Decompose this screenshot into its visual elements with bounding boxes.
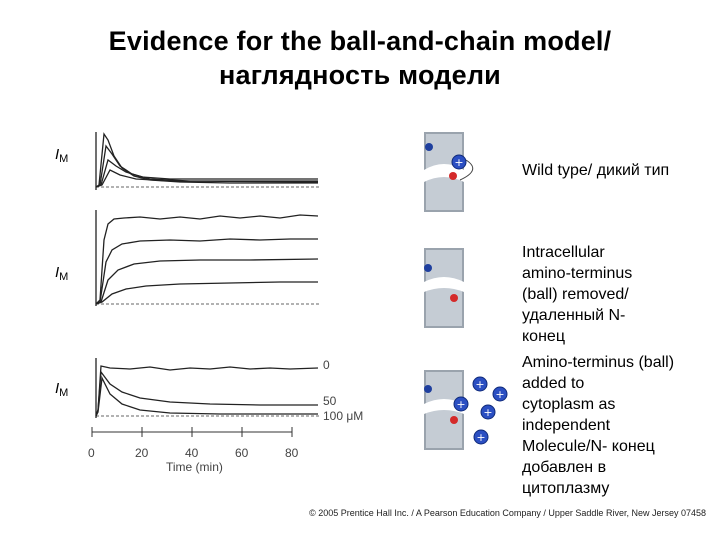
panel-2-current-label: IM [55,264,69,283]
panel-1-current-label: IM [55,146,69,165]
panel-2-description: Intracellular amino-terminus (ball) remo… [522,244,633,345]
channel-diagram-2 [424,248,464,328]
concentration-label-0: 0 [323,358,330,372]
receptor-site-icon [450,416,458,424]
panel-1-trace-4 [95,169,319,188]
panel-2-trace-3 [95,258,319,305]
time-tick-label: 20 [135,446,149,460]
svg-text:+: + [495,388,504,401]
panel-2-trace-4 [95,281,318,305]
free-ball-icons [453,376,508,445]
svg-text:+: + [456,398,465,411]
panel-2-trace-1 [95,214,319,305]
time-tick-label: 0 [88,446,95,460]
copyright-notice: © 2005 Prentice Hall Inc. / A Pearson Ed… [309,508,706,518]
svg-text:+: + [476,431,485,444]
svg-text:+: + [454,156,463,169]
time-axis [91,427,293,437]
panel-1-trace-2 [95,144,318,188]
panel-1-trace-3 [95,158,318,188]
panel-3-description: Amino-terminus (ball) added to cytoplasm… [522,354,675,497]
svg-text:+: + [483,406,492,419]
receptor-site-icon [450,294,458,302]
pore-ion-icon [424,385,432,393]
panel-2-trace-2 [95,238,318,305]
panel-1-description: Wild type/ дикий тип [522,162,670,179]
pore-ion-icon [425,143,433,151]
time-tick-label: 60 [235,446,249,460]
ball-domain-icon [451,154,467,170]
concentration-label-100: 100 μM [323,409,364,423]
panel-3-trace-100 [95,375,318,417]
concentration-label-50: 50 [323,394,337,408]
channel-diagram-3: + + + + + [424,370,508,450]
panel-1-traces [95,132,320,190]
svg-text:+: + [475,378,484,391]
time-tick-label: 40 [185,446,199,460]
panel-3-traces [95,358,320,418]
panel-3-trace-0 [95,365,319,417]
time-tick-label: 80 [285,446,299,460]
receptor-site-icon [449,172,457,180]
slide-title: Evidence for the ball-and-chain model/ н… [0,24,720,92]
time-axis-label: Time (min) [166,460,223,474]
panel-3-trace-50 [95,370,318,417]
panel-3-current-label: IM [55,380,69,399]
channel-diagram-1: + [424,132,474,212]
title-line-1: Evidence for the ball-and-chain model/ [108,26,612,56]
panel-2-traces [95,210,320,306]
pore-ion-icon [424,264,432,272]
title-line-2: наглядность модели [219,60,501,90]
